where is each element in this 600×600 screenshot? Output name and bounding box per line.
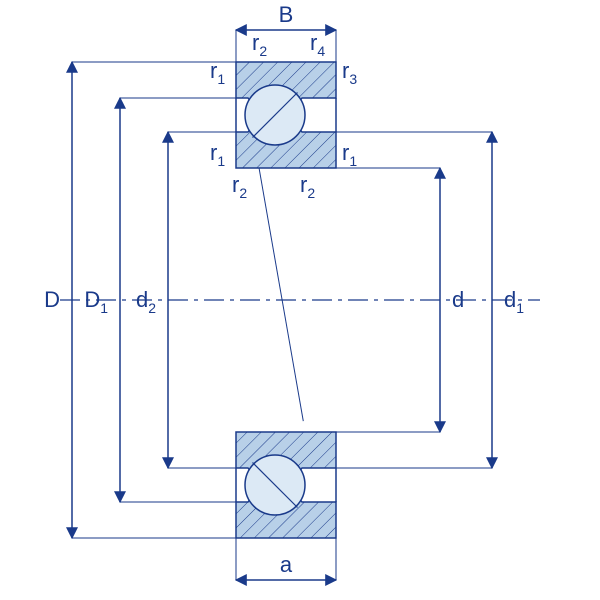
bearing-bottom-section (236, 432, 336, 538)
svg-text:r2: r2 (252, 30, 267, 59)
svg-text:r1: r1 (210, 140, 225, 169)
bearing-diagram: BaDD1d2dd1 r1r2r4r3r1r1r2r2 (0, 0, 600, 600)
svg-text:D1: D1 (84, 287, 108, 316)
bearing-top-section (236, 62, 336, 168)
svg-text:D: D (44, 287, 60, 312)
svg-text:r2: r2 (232, 172, 247, 201)
svg-text:d1: d1 (504, 287, 524, 316)
svg-text:r2: r2 (300, 172, 315, 201)
svg-text:d2: d2 (136, 287, 156, 316)
svg-text:d: d (452, 287, 464, 312)
svg-text:r3: r3 (342, 58, 357, 87)
svg-text:r4: r4 (310, 30, 325, 59)
svg-text:r1: r1 (342, 140, 357, 169)
svg-text:a: a (280, 552, 293, 577)
svg-text:B: B (279, 2, 294, 27)
